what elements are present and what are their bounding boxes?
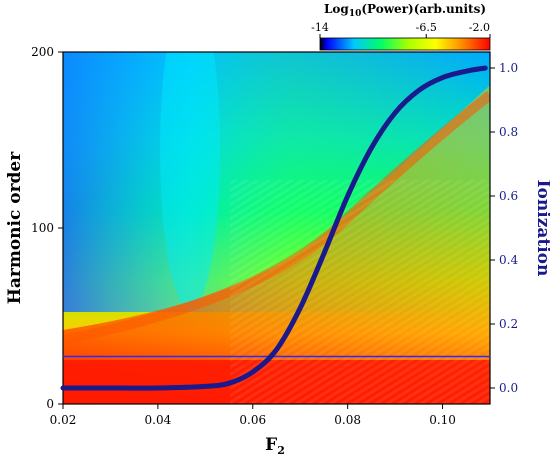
x-tick-label: 0.06: [239, 413, 266, 427]
x-tick-label: 0.10: [429, 413, 456, 427]
y2-tick-label: 0.2: [499, 317, 518, 331]
y-axis-title: Harmonic order: [5, 151, 25, 304]
colorbar-tick-label: -14: [311, 21, 329, 34]
y2-tick-label: 1.0: [499, 61, 518, 75]
y2-tick-label: 0.6: [499, 189, 518, 203]
y2-tick-label: 0.4: [499, 253, 518, 267]
y-tick-label: 100: [31, 221, 54, 235]
colorbar-bar: [319, 37, 491, 51]
y2-axis-ticks: 0.0 0.2 0.4 0.6 0.8 1.0: [490, 61, 518, 395]
y-tick-label: 200: [31, 45, 54, 59]
heatmap-interference-stripes: [230, 180, 490, 404]
heatmap-area: [63, 52, 490, 404]
colorbar: -14 -6.5 -2.0 Log10(Power)(arb.units): [311, 2, 491, 51]
heatmap-blue-corner: [63, 52, 243, 282]
x-tick-label: 0.02: [50, 413, 77, 427]
heatmap-cyan-streak: [160, 52, 220, 310]
y2-axis-title: Ionization: [533, 180, 550, 277]
y-axis-ticks: 0 100 200: [31, 45, 63, 411]
colorbar-ticks: -14 -6.5 -2.0: [311, 21, 491, 38]
colorbar-tick-label: -6.5: [416, 21, 437, 34]
x-axis-title: F2: [265, 435, 285, 457]
colorbar-tick-label: -2.0: [469, 21, 490, 34]
ionization-curve: [60, 65, 488, 391]
y2-tick-label: 0.8: [499, 125, 518, 139]
colorbar-title: Log10(Power)(arb.units): [324, 2, 486, 19]
x-axis-ticks: 0.02 0.04 0.06 0.08 0.10: [50, 404, 456, 427]
x-tick-label: 0.04: [145, 413, 172, 427]
y-tick-label: 0: [46, 397, 54, 411]
x-tick-label: 0.08: [334, 413, 361, 427]
y2-tick-label: 0.0: [499, 381, 518, 395]
